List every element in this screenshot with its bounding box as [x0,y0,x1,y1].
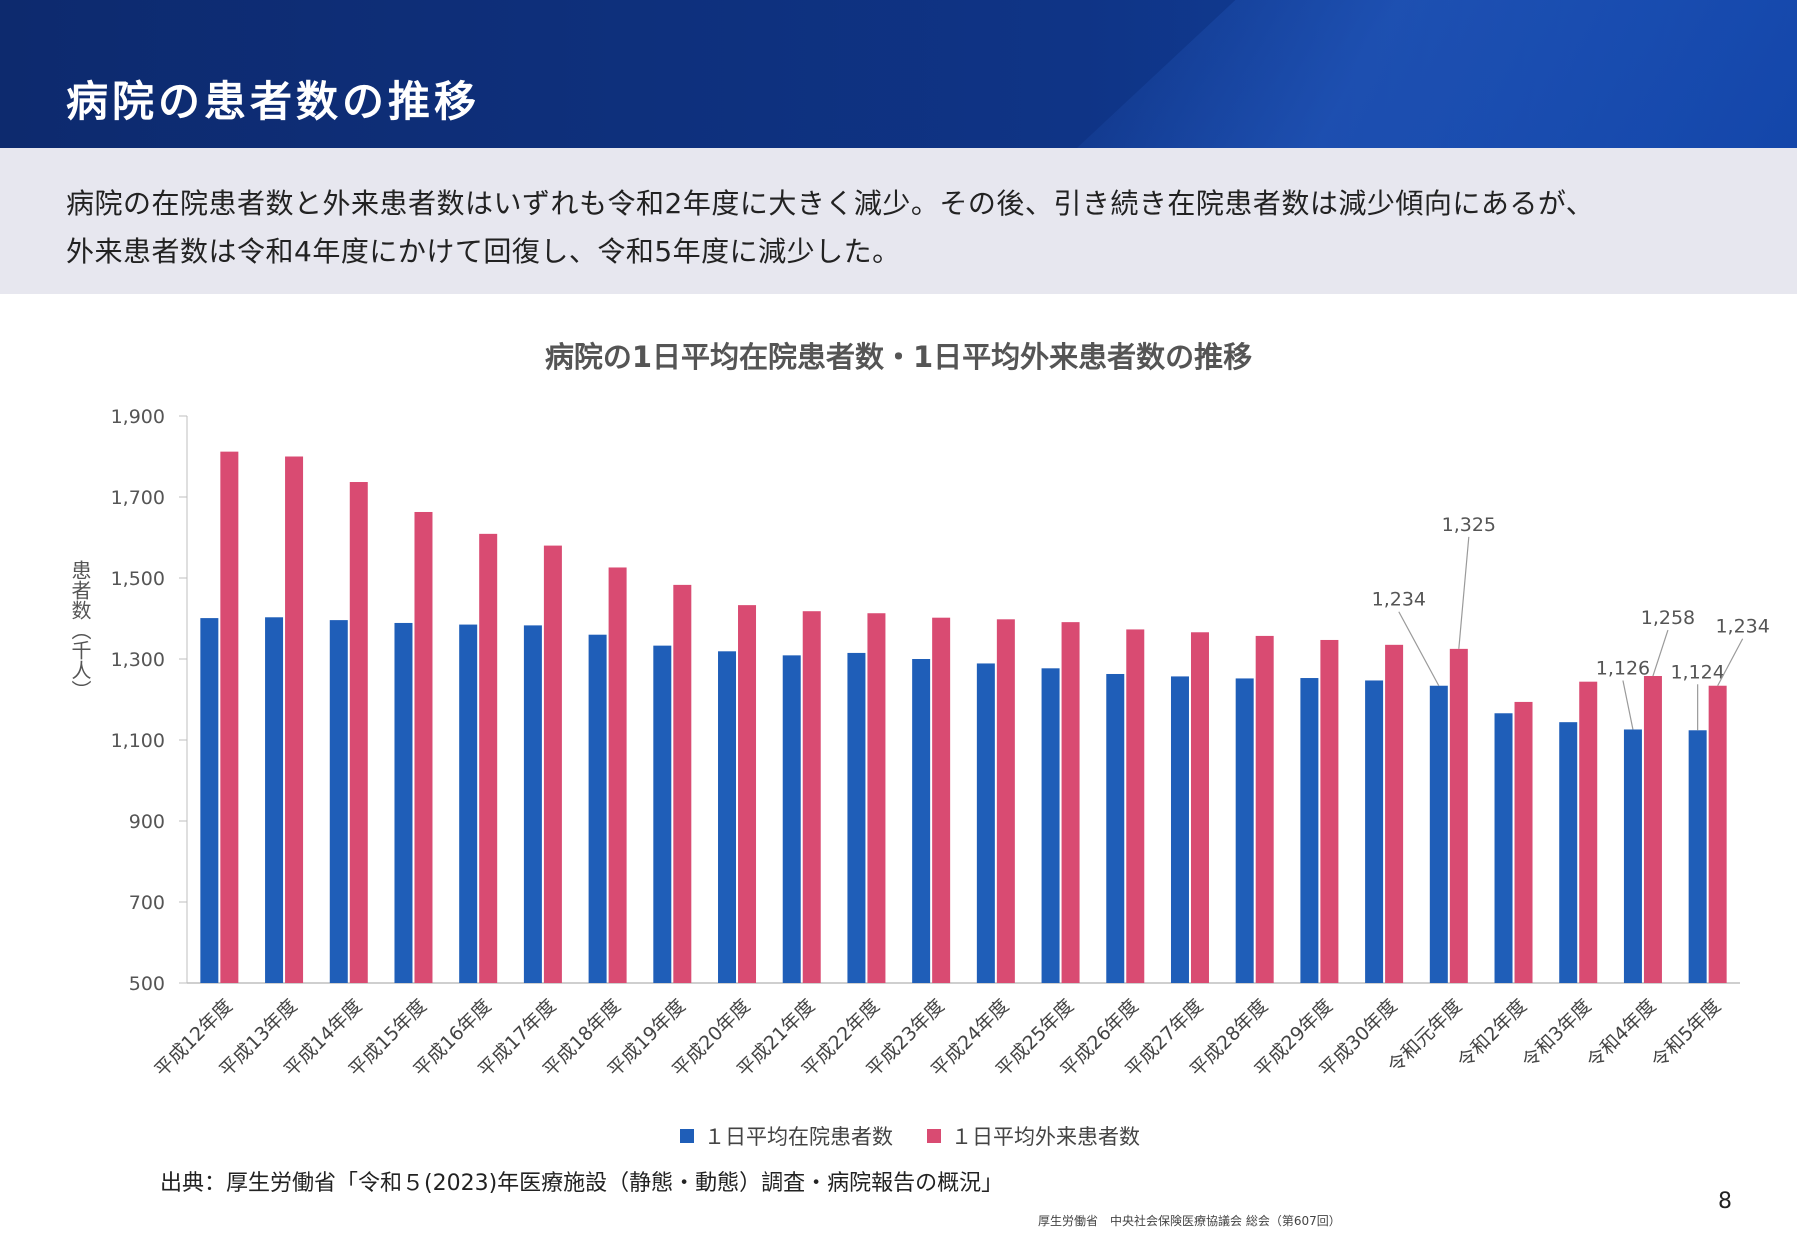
bar-outpatient [1255,635,1274,983]
bar-outpatient [1320,639,1339,983]
bar-inpatient [976,663,995,983]
data-label: 1,234 [1372,589,1426,611]
slide-header: 病院の患者数の推移 [0,0,1797,148]
bar-outpatient [1385,644,1404,983]
bar-outpatient [1514,701,1533,983]
bar-outpatient [1190,632,1209,983]
y-tick-label: 1,900 [111,406,165,428]
bar-outpatient [1579,681,1598,983]
legend-label-outpatient: １日平均外来患者数 [951,1125,1140,1149]
data-label: 1,124 [1670,661,1724,683]
y-tick-label: 700 [129,892,165,914]
legend-swatch-inpatient [680,1129,694,1143]
data-label: 1,234 [1715,616,1769,638]
annotation-leader-line [1717,638,1744,687]
legend-item-inpatient: １日平均在院患者数 [680,1121,893,1151]
x-tick-label: 令和5年度 [1647,995,1725,1073]
bar-outpatient [802,611,821,983]
bar-outpatient [1449,648,1468,983]
y-tick-label: 1,300 [111,649,165,671]
bar-inpatient [847,652,866,983]
bar-outpatient [285,456,304,983]
y-tick-label: 1,100 [111,730,165,752]
footer-note: 厚生労働省 中央社会保険医療協議会 総会（第607回） [1038,1214,1341,1228]
bar-inpatient [1688,730,1707,983]
bar-inpatient [912,659,931,983]
y-tick-label: 900 [129,811,165,833]
bar-inpatient [265,617,284,983]
bar-inpatient [1300,678,1319,983]
bar-outpatient [673,584,692,983]
legend-item-outpatient: １日平均外来患者数 [927,1121,1140,1151]
header-accent-shape [1077,0,1797,148]
bar-inpatient [653,645,672,983]
bar-inpatient [523,625,542,983]
bar-inpatient [588,634,607,983]
bar-outpatient [996,619,1015,983]
bar-inpatient [329,620,348,983]
bar-inpatient [1170,676,1189,983]
bar-outpatient [543,545,562,983]
y-tick-label: 500 [129,973,165,995]
bar-inpatient [1623,729,1642,983]
bar-inpatient [718,651,737,983]
bar-inpatient [394,622,413,983]
annotation-leader-line [1458,536,1470,649]
y-axis-label: 患者数（千人） [68,560,92,700]
bar-outpatient [1061,622,1080,983]
data-label: 1,325 [1442,514,1496,536]
annotation-leader-line [1398,611,1440,687]
chart-legend: １日平均在院患者数 １日平均外来患者数 [680,1121,1140,1151]
bar-inpatient [1041,668,1060,983]
source-citation: 出典：厚生労働省「令和５(2023)年医療施設（静態・動態）調査・病院報告の概況… [160,1171,1004,1196]
data-label: 1,126 [1596,657,1650,679]
bar-outpatient [867,613,886,983]
annotation-leader-line [1622,680,1634,730]
summary-line-2: 外来患者数は令和4年度にかけて回復し、令和5年度に減少した。 [66,235,901,268]
x-tick-label: 令和3年度 [1518,995,1596,1073]
slide-title: 病院の患者数の推移 [66,77,481,126]
bar-outpatient [932,617,951,983]
legend-swatch-outpatient [927,1129,941,1143]
bar-outpatient [414,511,433,983]
bar-outpatient [349,482,368,983]
annotation-leader-line [1652,629,1669,677]
bar-inpatient [1429,685,1448,983]
bar-outpatient [220,451,239,983]
bar-chart: 1,900 1,700 1,500 1,300 1,100 900 700 500 患者数（千人… [68,406,1770,1081]
page-number: 8 [1718,1189,1732,1214]
bar-inpatient [1559,722,1578,983]
bar-outpatient [1126,629,1145,983]
chart-title: 病院の1日平均在院患者数・1日平均外来患者数の推移 [544,340,1253,374]
bar-inpatient [1365,680,1384,983]
y-tick-label: 1,700 [111,487,165,509]
bar-inpatient [1494,713,1513,983]
bar-inpatient [200,618,219,983]
bar-inpatient [782,655,801,983]
bar-outpatient [738,605,757,983]
x-tick-label: 令和4年度 [1583,995,1661,1073]
bar-outpatient [1708,685,1727,983]
bar-outpatient [479,533,498,983]
y-tick-label: 1,500 [111,568,165,590]
data-label: 1,258 [1641,607,1695,629]
bar-inpatient [1106,673,1125,983]
legend-label-inpatient: １日平均在院患者数 [704,1125,893,1149]
bar-inpatient [1235,678,1254,983]
bar-outpatient [608,567,627,983]
bar-inpatient [459,624,478,983]
bar-outpatient [1643,676,1662,983]
summary-line-1: 病院の在院患者数と外来患者数はいずれも令和2年度に大きく減少。その後、引き続き在… [66,187,1595,220]
x-tick-label: 令和2年度 [1453,995,1531,1073]
summary-box: 病院の在院患者数と外来患者数はいずれも令和2年度に大きく減少。その後、引き続き在… [0,148,1797,294]
